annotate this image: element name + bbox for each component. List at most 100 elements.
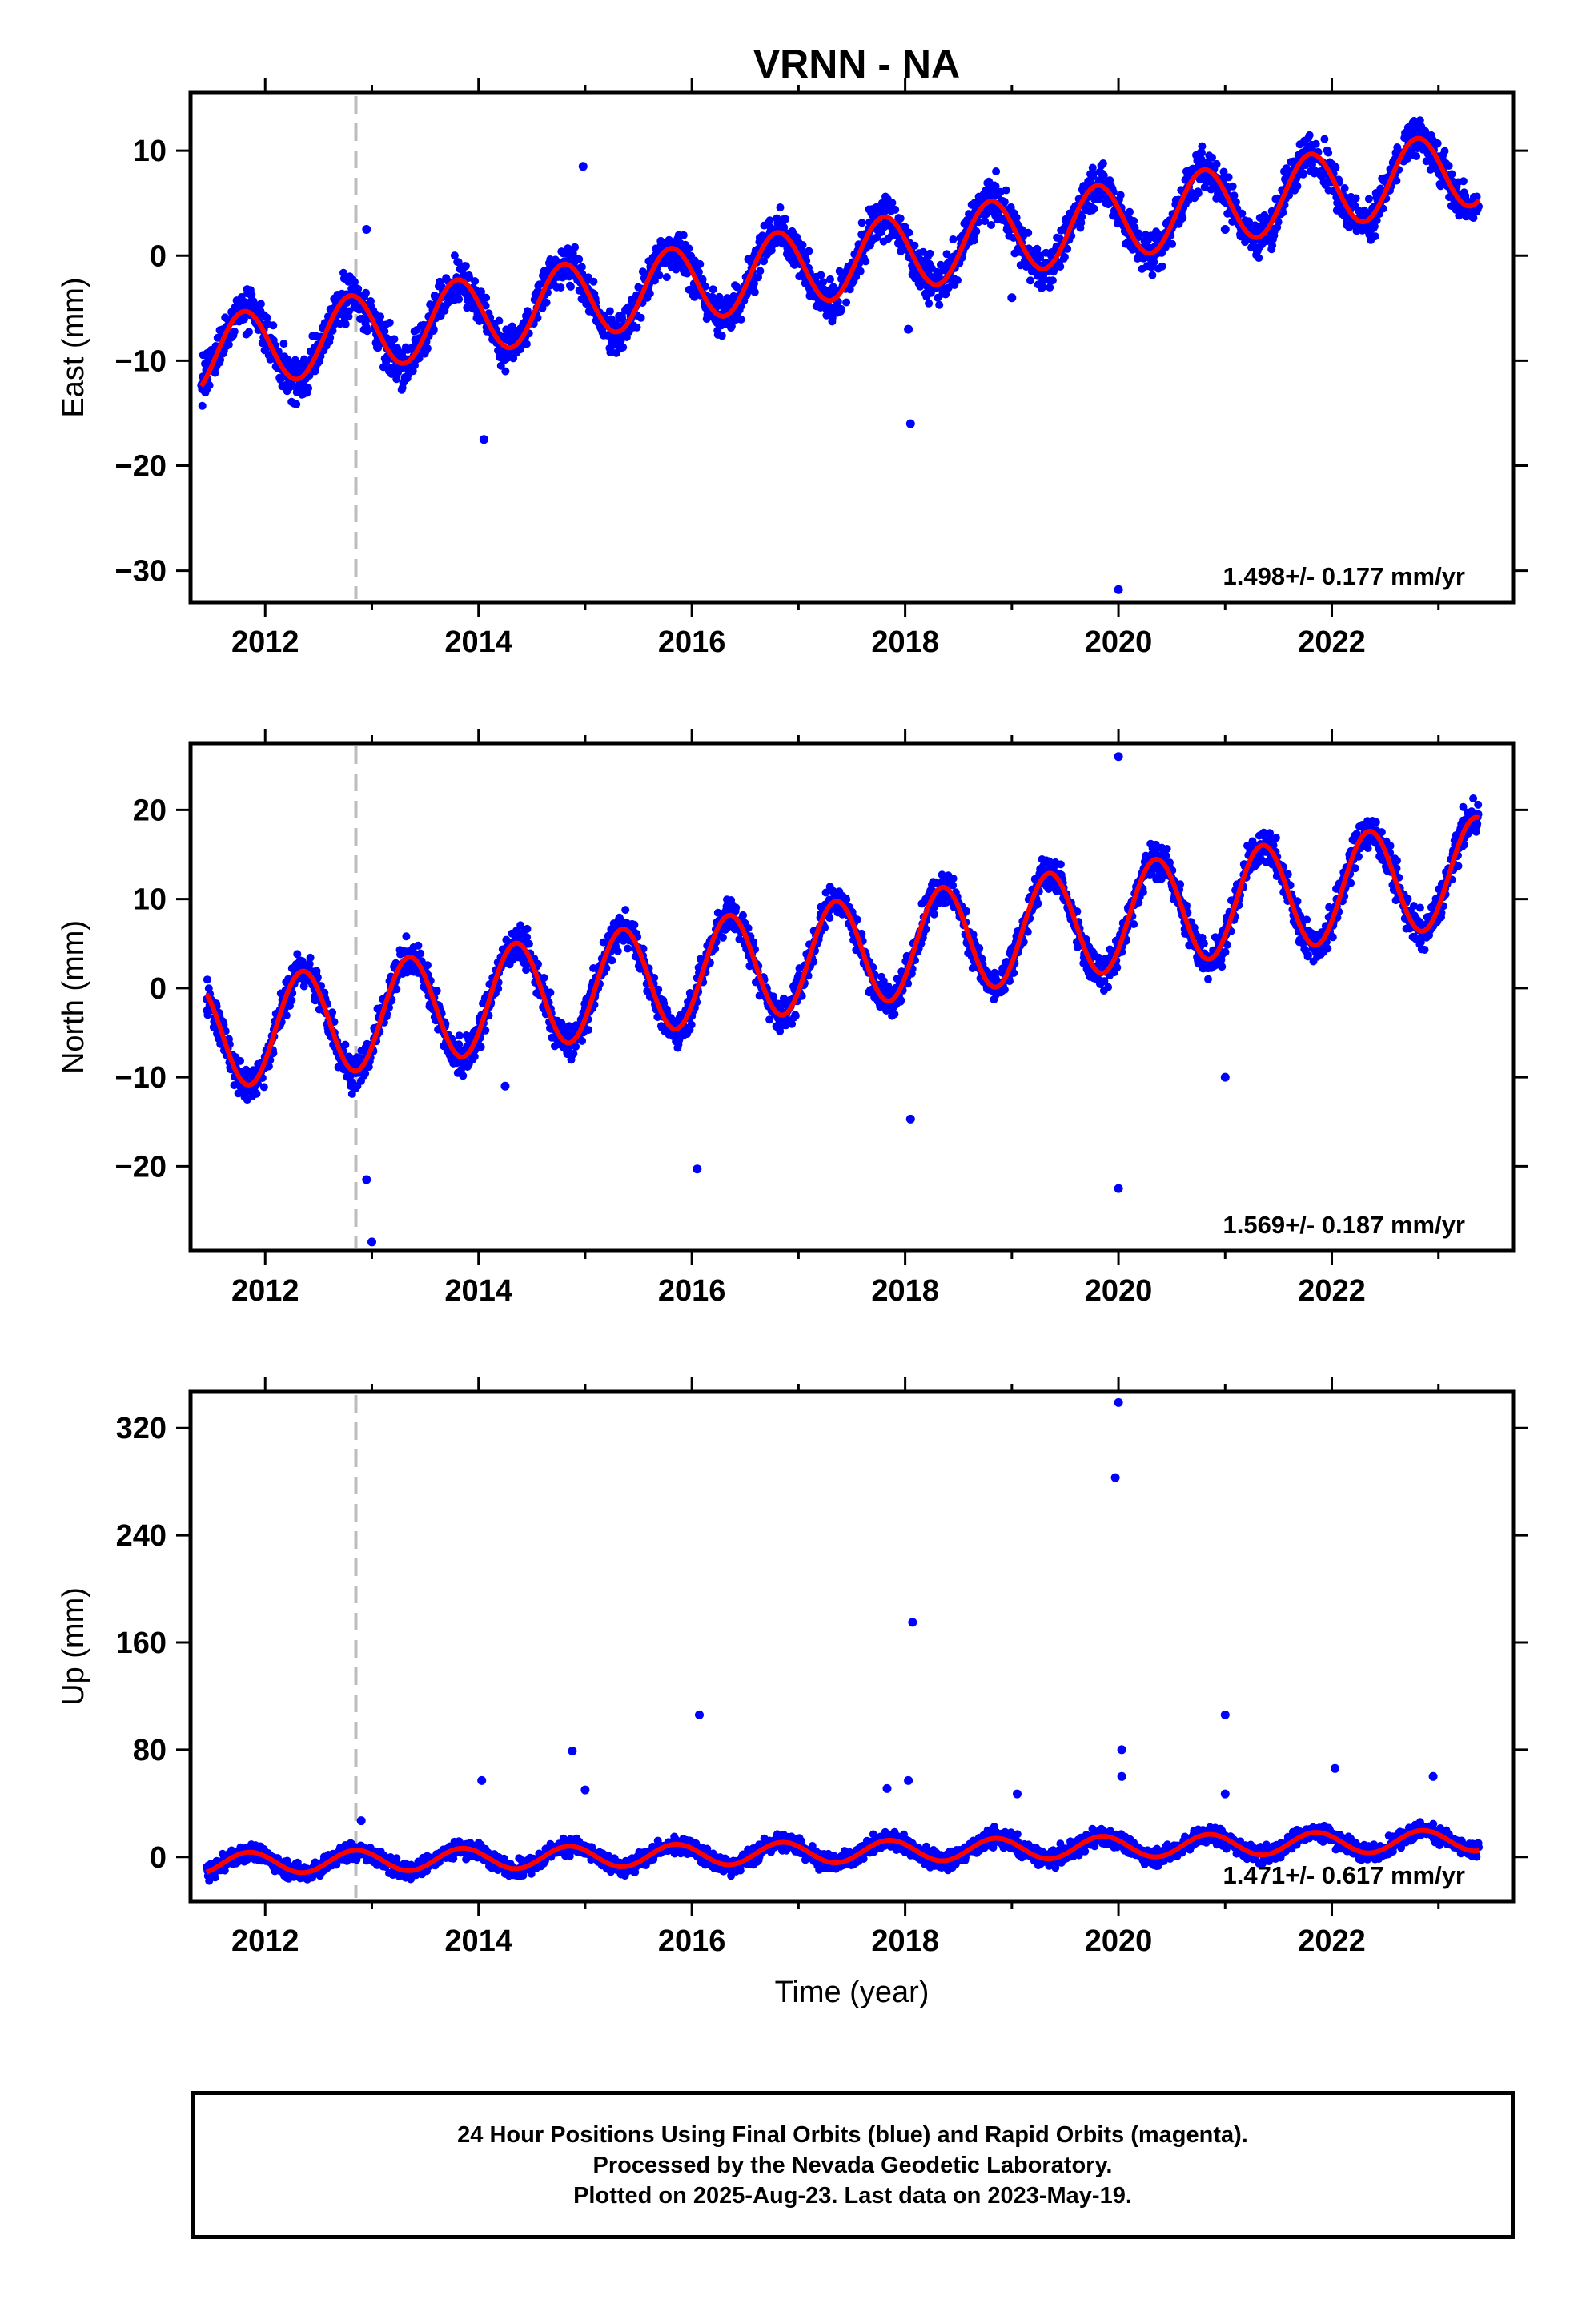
data-point: [1371, 232, 1379, 241]
data-point: [1415, 116, 1424, 125]
data-point: [264, 1062, 273, 1071]
data-point: [470, 1052, 479, 1061]
y-tick-label: 0: [150, 239, 167, 273]
data-point: [1379, 204, 1387, 213]
data-point: [1048, 276, 1057, 285]
x-tick-label: 2012: [231, 625, 299, 659]
data-point: [1372, 216, 1381, 225]
data-point: [1440, 147, 1449, 155]
data-point: [523, 924, 532, 933]
data-point: [857, 219, 866, 227]
data-point: [534, 959, 542, 968]
data-point: [429, 325, 438, 334]
data-point: [1148, 271, 1157, 279]
data-point: [481, 1026, 490, 1035]
data-point: [279, 340, 288, 348]
data-point: [287, 996, 296, 1005]
data-point: [1351, 194, 1360, 203]
data-point: [1444, 162, 1453, 170]
data-point: [1224, 173, 1233, 182]
data-point: [522, 966, 531, 975]
data-point: [619, 343, 628, 352]
panels-group: 2012 2014 2016 2018 2020 2022−30−20−10010East…: [57, 78, 1528, 2009]
outlier-point: [479, 435, 488, 444]
data-point: [1433, 139, 1442, 147]
data-point: [930, 910, 938, 919]
data-point: [328, 326, 337, 335]
data-point: [798, 241, 807, 249]
data-point: [380, 327, 389, 336]
data-point: [975, 944, 984, 952]
data-point: [891, 205, 900, 214]
data-point: [1026, 276, 1034, 285]
data-point: [696, 259, 705, 268]
outlier-point: [905, 419, 915, 428]
data-point: [1228, 182, 1237, 191]
data-point: [205, 381, 214, 390]
data-point: [672, 265, 681, 274]
data-point: [1178, 214, 1187, 223]
outlier-point: [904, 324, 913, 334]
data-point: [698, 275, 707, 283]
data-point: [575, 255, 584, 263]
data-point: [679, 231, 688, 239]
data-point: [630, 920, 639, 929]
data-point: [1472, 192, 1481, 201]
data-point: [890, 1010, 899, 1019]
data-point: [709, 285, 717, 294]
data-point: [245, 328, 253, 336]
data-point: [496, 361, 505, 370]
data-point: [805, 247, 813, 255]
data-point: [694, 267, 703, 276]
data-point: [354, 284, 363, 293]
data-point: [1231, 198, 1240, 207]
data-point: [564, 244, 572, 253]
data-point: [1198, 148, 1206, 157]
data-point: [1305, 131, 1314, 139]
data-point: [1168, 239, 1177, 248]
data-point: [211, 368, 219, 377]
data-point: [888, 199, 897, 207]
data-point: [259, 1083, 268, 1092]
data-point: [1194, 189, 1203, 198]
data-point: [481, 301, 490, 310]
data-point: [392, 985, 401, 994]
data-point: [972, 227, 981, 235]
data-point: [1308, 160, 1316, 169]
data-point: [495, 316, 504, 325]
data-point: [263, 313, 271, 322]
y-tick-label: −10: [115, 344, 167, 378]
data-point: [236, 1056, 244, 1065]
data-point: [897, 996, 905, 1004]
data-point: [256, 300, 265, 308]
data-point: [636, 313, 645, 322]
data-point: [718, 933, 727, 942]
data-point: [293, 950, 302, 959]
data-point: [1459, 177, 1468, 186]
data-point: [606, 344, 615, 352]
data-point: [776, 203, 785, 211]
data-point: [390, 335, 399, 344]
data-point: [567, 283, 575, 291]
data-point: [584, 1026, 592, 1035]
data-point: [1293, 182, 1302, 191]
y-tick-label: 10: [133, 135, 167, 168]
data-point: [1036, 253, 1045, 262]
data-point: [578, 1036, 587, 1045]
data-point: [312, 967, 321, 975]
data-point: [230, 327, 239, 336]
data-point: [494, 984, 503, 993]
data-point: [605, 307, 614, 316]
outlier-point: [1007, 293, 1017, 303]
data-point: [416, 949, 425, 958]
data-point: [305, 959, 314, 968]
data-point: [819, 278, 828, 287]
data-point: [269, 321, 278, 330]
data-point: [1078, 212, 1086, 221]
data-point: [1299, 169, 1308, 178]
data-point: [482, 293, 491, 302]
data-point: [1012, 213, 1021, 222]
data-point: [1134, 229, 1143, 238]
outlier-point: [362, 225, 371, 234]
data-point: [1024, 228, 1033, 237]
